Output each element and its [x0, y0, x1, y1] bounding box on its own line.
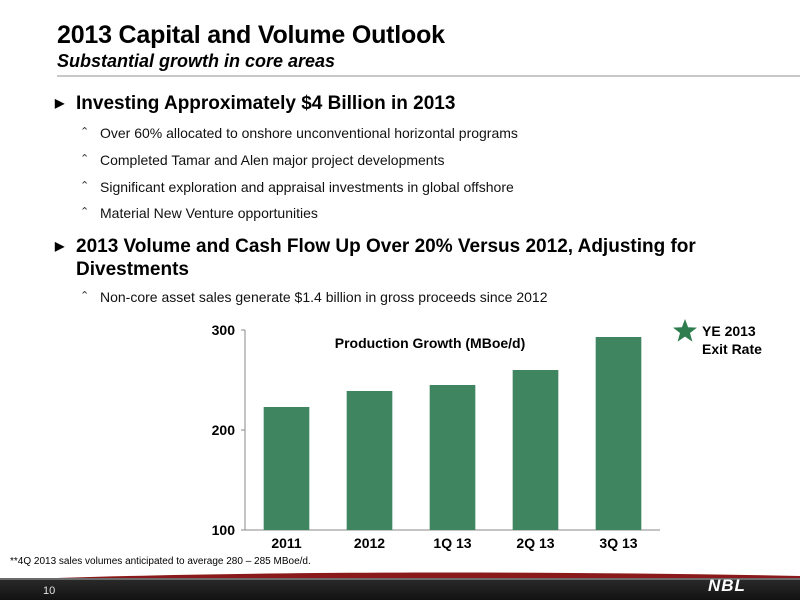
sub-bullet-text: Significant exploration and appraisal in…: [100, 179, 514, 195]
bar-1q-13: [429, 385, 476, 530]
sub-bullet-text: Completed Tamar and Alen major project d…: [100, 152, 445, 168]
production-growth-chart: 100 200 300 2011 2012 1Q 13 2Q 13 3Q 13 Produc…: [212, 322, 660, 551]
x-tick-label: 2Q 13: [516, 535, 554, 551]
x-tick-label: 3Q 13: [599, 535, 637, 551]
x-tick-label: 2012: [354, 535, 385, 551]
legend-line-1: YE 2013: [702, 323, 756, 339]
footer-bar: [0, 578, 800, 600]
footnote: **4Q 2013 sales volumes anticipated to a…: [10, 556, 311, 567]
y-tick-label: 100: [212, 522, 236, 538]
page-number: 10: [43, 585, 56, 597]
y-tick-label: 300: [212, 322, 236, 338]
bar-2011: [263, 407, 310, 530]
bar-2012: [346, 391, 393, 530]
bullet-2-text: 2013 Volume and Cash Flow Up Over 20% Ve…: [76, 236, 696, 280]
caret-bullet-icon: ⌃: [80, 206, 90, 218]
caret-bullet-icon: ⌃: [80, 180, 90, 192]
page-subtitle: Substantial growth in core areas: [57, 51, 336, 71]
triangle-bullet-icon: ▶: [55, 239, 65, 253]
legend-line-2: Exit Rate: [702, 341, 762, 357]
x-tick-label: 2011: [271, 535, 302, 551]
caret-bullet-icon: ⌃: [80, 153, 90, 165]
company-logo: NBL: [708, 576, 746, 595]
title-divider: [57, 75, 800, 77]
page-title: 2013 Capital and Volume Outlook: [57, 21, 445, 49]
triangle-bullet-icon: ▶: [55, 96, 65, 110]
chart-title: Production Growth (MBoe/d): [335, 335, 526, 351]
star-icon: [673, 319, 697, 342]
footer-accent: [0, 578, 800, 580]
bar-3q-13: [595, 337, 642, 530]
caret-bullet-icon: ⌃: [80, 290, 90, 302]
y-tick-label: 200: [212, 422, 236, 438]
bullet-1-text: Investing Approximately $4 Billion in 20…: [76, 93, 456, 114]
caret-bullet-icon: ⌃: [80, 126, 90, 138]
bar-2q-13: [512, 370, 559, 530]
x-tick-label: 1Q 13: [433, 535, 471, 551]
sub-bullet-text: Non-core asset sales generate $1.4 billi…: [100, 289, 548, 305]
legend-label: YE 2013 Exit Rate: [702, 322, 762, 358]
sub-bullet-text: Over 60% allocated to onshore unconventi…: [100, 125, 518, 141]
sub-bullet-text: Material New Venture opportunities: [100, 205, 318, 221]
